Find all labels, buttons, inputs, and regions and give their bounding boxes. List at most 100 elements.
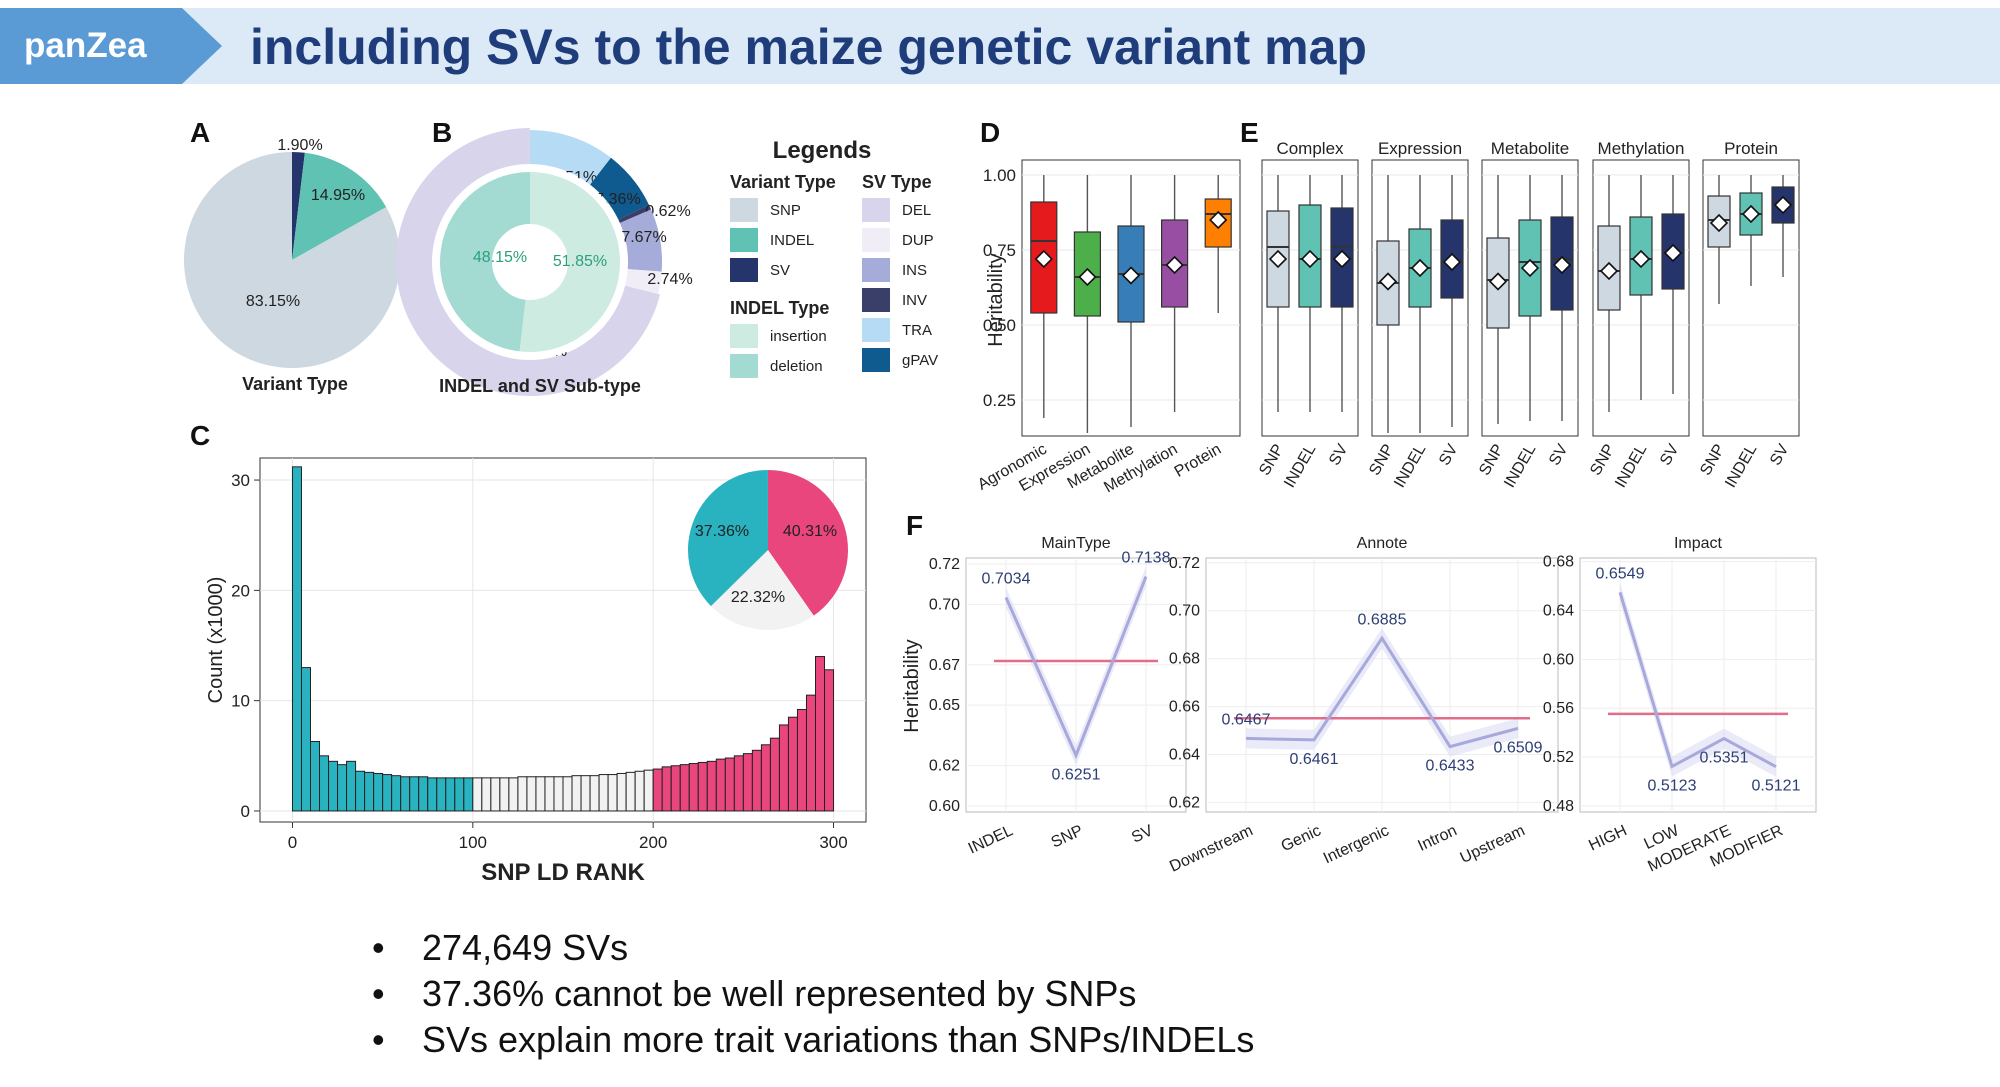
line-f-value-label: 0.6467 xyxy=(1222,711,1271,728)
hist-bar xyxy=(815,656,826,812)
hist-bar xyxy=(291,466,302,812)
hist-bar xyxy=(589,775,600,812)
legend-label-gpav: gPAV xyxy=(902,352,938,369)
hist-xtick-label: 100 xyxy=(459,833,487,852)
hist-bar xyxy=(346,760,357,812)
hist-ytick-label: 10 xyxy=(231,692,250,711)
line-f-ytick-label: 0.72 xyxy=(1169,555,1200,572)
pie-a-slice-snp xyxy=(183,152,400,369)
panel-label-f: F xyxy=(906,510,923,541)
hist-xtick-label: 300 xyxy=(819,833,847,852)
inset-pie-label: 40.31% xyxy=(783,523,837,540)
line-f-ytick-label: 0.64 xyxy=(1169,746,1200,763)
line-f-ytick-label: 0.60 xyxy=(1543,651,1574,668)
line-f-value-label: 0.7138 xyxy=(1122,550,1171,567)
line-f-value-label: 0.6885 xyxy=(1358,611,1407,628)
box-e-snp-mean-marker xyxy=(1268,249,1288,269)
panzea-tag-text-wrap: panZea xyxy=(0,8,222,84)
hist-ytick-label: 0 xyxy=(241,802,250,821)
hist-bar xyxy=(625,771,636,812)
line-f-value-label: 0.5123 xyxy=(1648,777,1697,794)
hist-bar xyxy=(319,755,330,812)
line-f-ytick-label: 0.72 xyxy=(929,556,960,573)
box-e-facet-title: Metabolite xyxy=(1491,139,1569,158)
panel-label-a: A xyxy=(190,117,210,148)
hist-bar xyxy=(805,694,816,812)
line-f-ribbon xyxy=(1006,566,1146,766)
inset-pie-label: 22.32% xyxy=(731,589,785,606)
pie-a-slice-indel xyxy=(292,152,387,260)
panzea-tag xyxy=(0,8,222,84)
line-f-ytick-label: 0.67 xyxy=(929,657,960,674)
legend-swatch-deletion xyxy=(730,354,758,378)
line-f-ytick-label: 0.64 xyxy=(1543,603,1574,620)
legend-title: Legends xyxy=(773,137,872,164)
hist-bar xyxy=(355,770,366,812)
box-e-xtick-label: SV xyxy=(1657,441,1683,468)
box-e-xtick-label: SNP xyxy=(1366,442,1397,479)
line-f-xtick-label: Intron xyxy=(1415,822,1459,855)
hist-bar xyxy=(454,777,465,812)
line-f-ytick-label: 0.56 xyxy=(1543,700,1574,717)
hist-bar xyxy=(445,777,456,812)
legend-swatch-inv xyxy=(862,288,890,312)
hist-bar xyxy=(400,776,411,812)
pie-b-outer-label: 2.74% xyxy=(647,271,692,288)
box-e-xtick-label: SNP xyxy=(1697,442,1728,479)
box-e-snp-mean-marker xyxy=(1488,272,1508,291)
box-d-ytick-label: 1.00 xyxy=(983,166,1016,185)
line-f-xtick-label: Genic xyxy=(1279,822,1324,855)
inset-pie-label: 37.36% xyxy=(695,523,749,540)
title-bar xyxy=(0,8,2000,84)
hist-bar xyxy=(670,765,681,812)
hist-bar xyxy=(499,777,510,812)
pie-b-outer-dup xyxy=(625,269,662,295)
legend-swatch-snp xyxy=(730,198,758,222)
hist-bar xyxy=(733,755,744,812)
legend-label-indel: INDEL xyxy=(770,232,814,249)
hist-bar xyxy=(724,757,735,812)
hist-bar xyxy=(661,766,672,812)
hist-bar xyxy=(760,744,771,812)
hist-bar xyxy=(607,774,618,812)
bullet-list: 274,649 SVs 37.36% cannot be well repres… xyxy=(370,925,1254,1063)
hist-bar xyxy=(824,669,835,812)
box-e-xtick-label: SNP xyxy=(1587,442,1618,479)
box-e-xtick-label: SV xyxy=(1326,441,1352,468)
box-e-sv-mean-marker xyxy=(1663,243,1683,263)
hist-bar xyxy=(481,777,492,812)
pie-b-outer-gpav xyxy=(590,157,649,220)
hist-ytick-label: 20 xyxy=(231,581,250,600)
pie-b-title: INDEL and SV Sub-type xyxy=(439,376,641,396)
hist-xlabel: SNP LD RANK xyxy=(481,859,645,886)
box-e-xtick-label: SV xyxy=(1546,441,1572,468)
box-e-facet-title: Expression xyxy=(1378,139,1462,158)
line-f-facet-title: Annote xyxy=(1357,535,1408,552)
hist-bar xyxy=(436,777,447,812)
pie-b-inner-label: 48.15% xyxy=(473,249,527,266)
hist-bar xyxy=(409,776,420,812)
hist-xtick-label: 0 xyxy=(288,833,297,852)
pie-a-label: 1.90% xyxy=(277,137,322,154)
pie-a-label: 83.15% xyxy=(246,293,300,310)
line-f-value-label: 0.6251 xyxy=(1052,766,1101,783)
box-e-sv-mean-marker xyxy=(1773,195,1793,215)
line-f-facet-frame xyxy=(1579,557,1817,813)
figure-canvas: A1.90%14.95%83.15%Variant TypeB10.51%7.3… xyxy=(183,117,1817,886)
line-f-trend xyxy=(1004,575,1148,760)
legend-label-ins: INS xyxy=(902,262,927,279)
hist-bar xyxy=(787,716,798,812)
hist-bar xyxy=(706,760,717,812)
hist-bar xyxy=(526,776,537,812)
legend-label-inv: INV xyxy=(902,292,927,309)
line-f-ytick-label: 0.65 xyxy=(929,697,960,714)
box-e-indel-mean-marker xyxy=(1410,258,1430,278)
legend-swatch-insertion xyxy=(730,324,758,348)
line-f-value-label: 0.6461 xyxy=(1290,751,1339,768)
panel-label-b: B xyxy=(432,117,452,148)
panel-label-c: C xyxy=(190,420,210,451)
hist-bar xyxy=(508,777,519,812)
box-e-xtick-label: SNP xyxy=(1256,442,1287,479)
hist-bar xyxy=(769,737,780,812)
line-f-xtick-label: INDEL xyxy=(966,822,1016,857)
